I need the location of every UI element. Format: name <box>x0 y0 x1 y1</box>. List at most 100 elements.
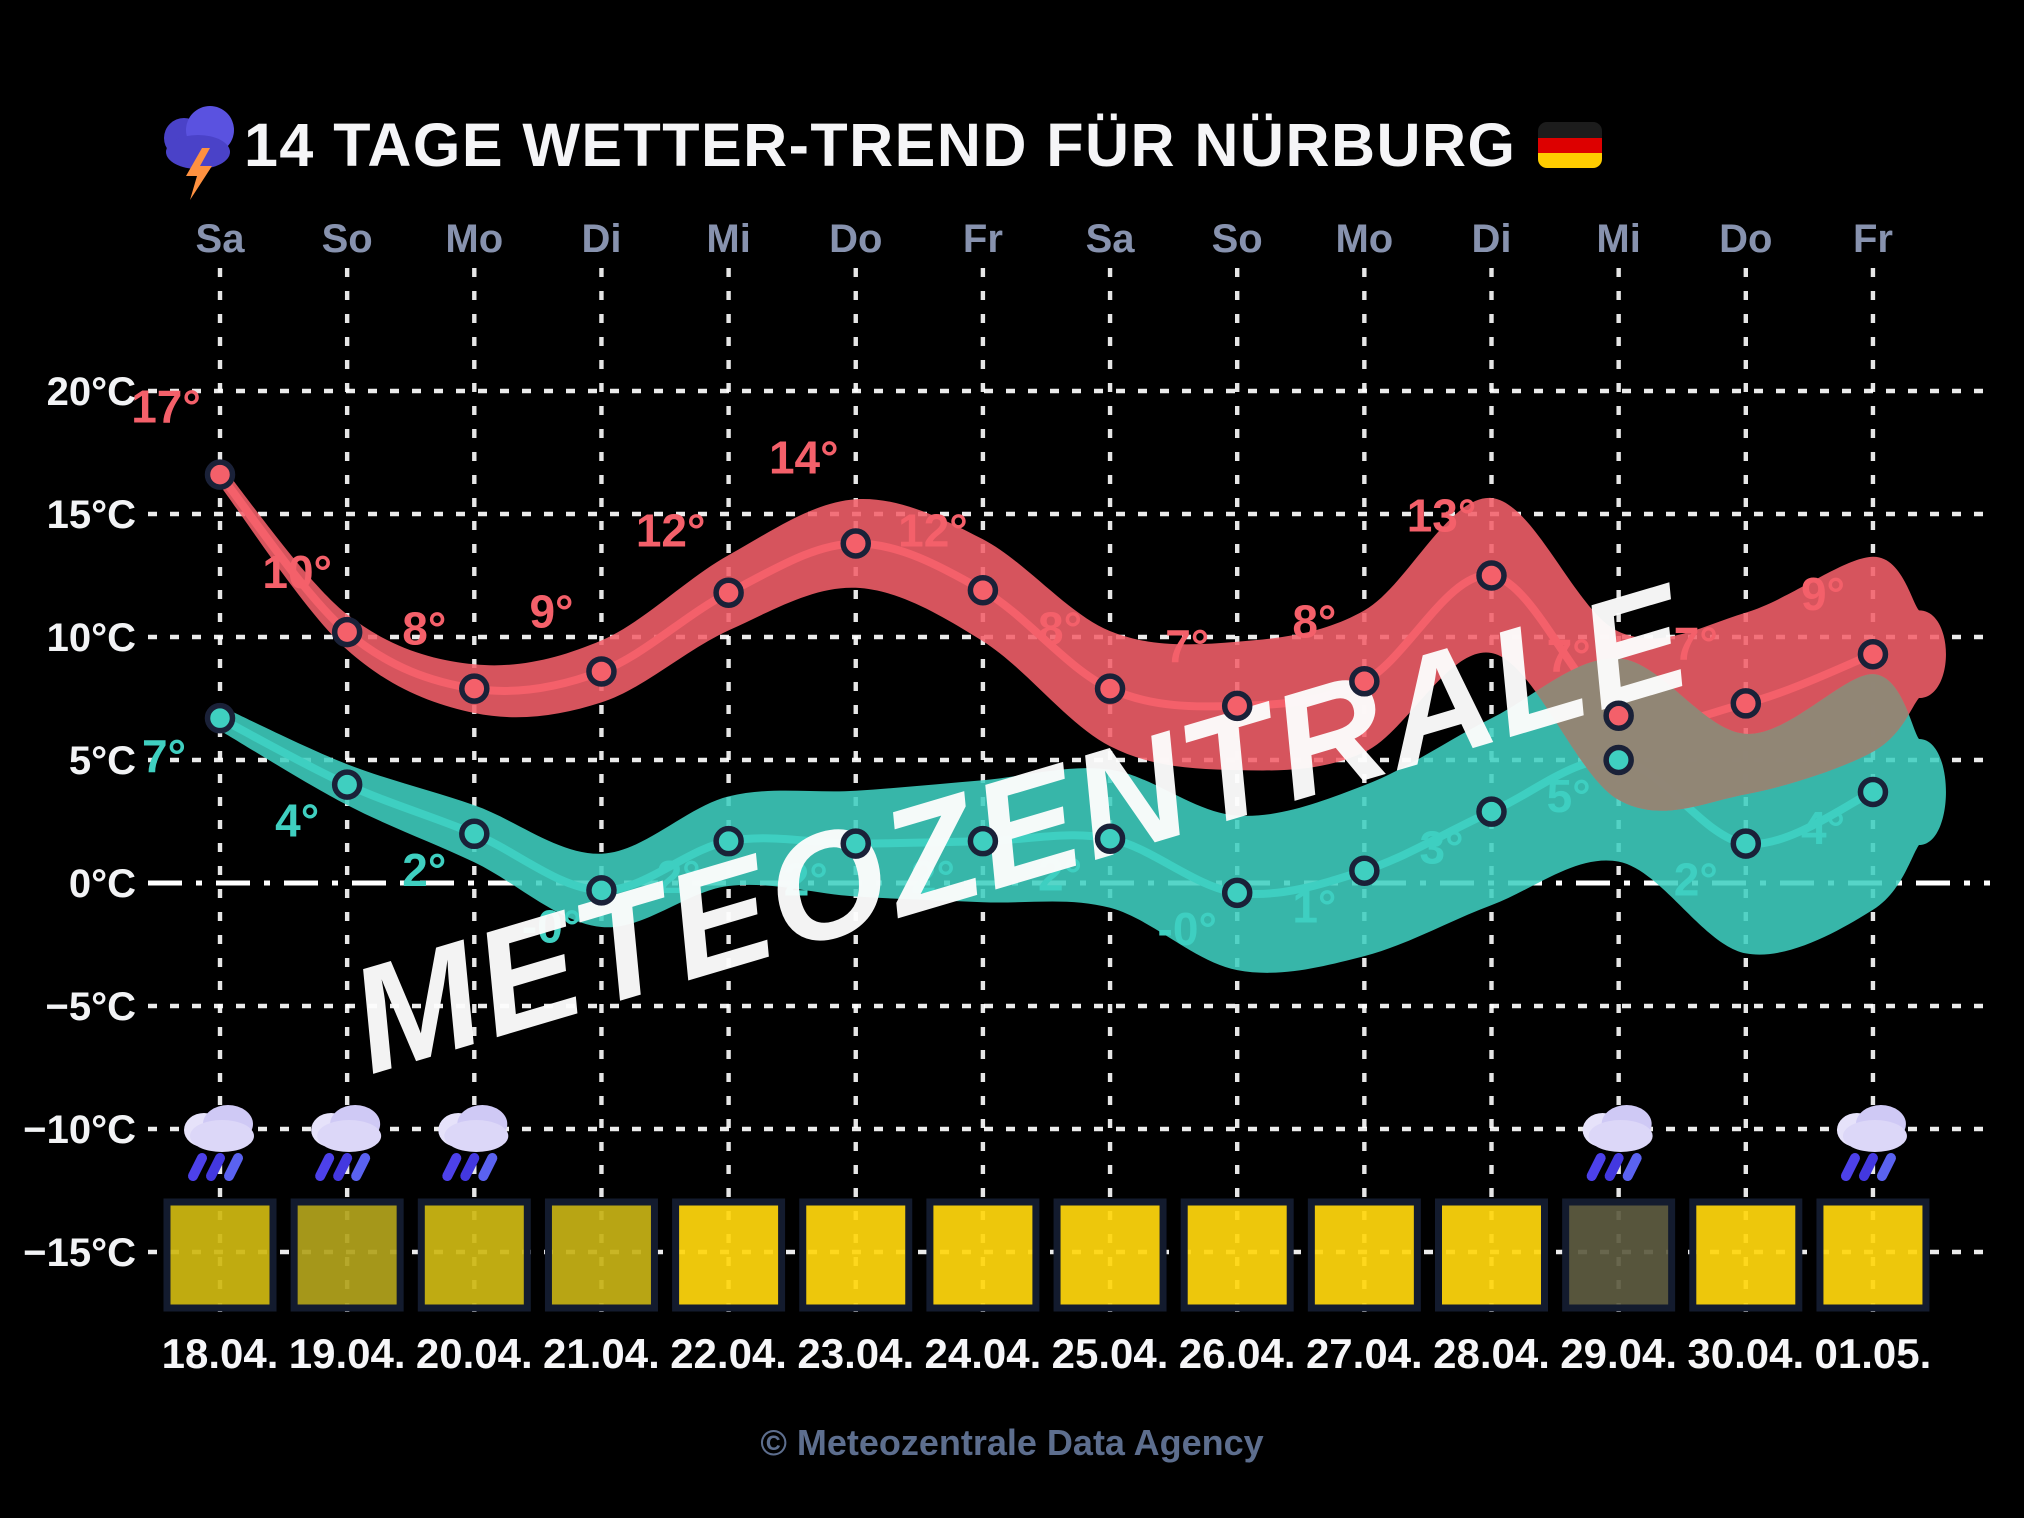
min-temp-point <box>204 702 236 734</box>
min-temp-point <box>1349 855 1380 886</box>
rain-drop <box>188 1153 207 1181</box>
date-label: 27.04. <box>1306 1330 1423 1377</box>
day-name-label: So <box>322 217 373 261</box>
max-temp-point <box>1094 673 1126 704</box>
max-temp-point <box>1730 688 1762 719</box>
max-temp-point <box>586 656 617 687</box>
max-temperature-band <box>220 463 1946 811</box>
date-label: 24.04. <box>925 1330 1042 1377</box>
min-temp-point <box>586 875 617 906</box>
date-label: 18.04. <box>162 1330 279 1377</box>
rain-drop <box>1586 1153 1606 1181</box>
min-temp-point <box>1603 744 1634 776</box>
rain-drop <box>333 1153 353 1181</box>
sunshine-box <box>544 1198 658 1312</box>
min-temp-point <box>967 825 999 857</box>
min-temp-point <box>1857 776 1889 808</box>
rain-drop <box>315 1153 335 1181</box>
day-name-label: Sa <box>1086 217 1136 261</box>
y-axis-label: 0°C <box>69 862 136 906</box>
rain-cloud-icon <box>311 1105 382 1181</box>
min-temp-point <box>1730 828 1762 859</box>
point-label: 8° <box>402 603 446 655</box>
max-temp-point <box>1476 560 1507 591</box>
rain-cloud-icon <box>1582 1105 1653 1181</box>
min-temp-point <box>1221 877 1253 909</box>
rain-drop <box>1840 1153 1860 1181</box>
min-temp-point <box>840 828 871 859</box>
y-axis-label: 5°C <box>69 739 136 783</box>
uncertainty-bands <box>220 463 1946 973</box>
sunshine-box <box>1816 1198 1930 1312</box>
min-temp-point <box>713 825 744 857</box>
date-label: 21.04. <box>543 1330 660 1377</box>
y-axis-label: 10°C <box>47 616 136 660</box>
point-label: 9° <box>529 585 573 637</box>
rain-drop <box>351 1153 371 1181</box>
day-name-label: Fr <box>963 217 1003 261</box>
min-temp-point <box>459 818 490 850</box>
day-name-label: Mi <box>1596 217 1640 261</box>
sunshine-box <box>290 1198 404 1312</box>
point-label: 12° <box>636 505 706 557</box>
max-temp-point <box>1349 666 1380 697</box>
rain-drop <box>1876 1153 1896 1181</box>
date-label: 20.04. <box>416 1330 533 1377</box>
day-name-label: Mo <box>445 217 503 261</box>
footer-credit: © Meteozentrale Data Agency <box>760 1422 1263 1463</box>
min-temp-point <box>1094 823 1126 854</box>
date-label: 23.04. <box>797 1330 914 1377</box>
rain-drop <box>224 1153 243 1181</box>
rain-drop <box>1604 1153 1624 1181</box>
sunshine-box <box>1435 1198 1548 1312</box>
max-temp-point <box>713 577 744 608</box>
max-temp-point <box>967 575 999 606</box>
max-temp-point <box>204 459 236 490</box>
max-temp-point <box>1221 690 1253 722</box>
thundercloud-icon <box>164 106 234 200</box>
rain-drop <box>442 1153 462 1181</box>
day-name-label: Fr <box>1853 217 1893 261</box>
weather-icons <box>184 1105 1907 1181</box>
max-temp-point <box>840 528 871 559</box>
german-flag-icon <box>1538 122 1602 168</box>
date-label: 19.04. <box>289 1330 406 1377</box>
sunshine-box <box>163 1198 277 1312</box>
rain-drop <box>1858 1153 1878 1181</box>
day-name-label: Di <box>581 217 621 261</box>
max-temp-point <box>331 616 363 648</box>
rain-drop <box>460 1153 480 1181</box>
point-label: 2° <box>402 844 446 896</box>
date-label: 25.04. <box>1052 1330 1169 1377</box>
day-name-label: Do <box>1719 217 1772 261</box>
rain-cloud-icon <box>438 1105 509 1181</box>
y-axis-label: 15°C <box>47 493 136 537</box>
sunshine-box <box>417 1198 531 1312</box>
max-temp-point <box>1603 700 1634 731</box>
day-name-label: Mi <box>706 217 750 261</box>
rain-drop <box>478 1153 498 1181</box>
y-axis-label: −5°C <box>46 985 137 1029</box>
sunshine-box <box>1562 1198 1676 1312</box>
y-axis-label: −10°C <box>23 1108 136 1152</box>
date-label: 26.04. <box>1179 1330 1296 1377</box>
sunshine-box <box>1053 1198 1167 1312</box>
data-points <box>204 459 1889 909</box>
point-label: 17° <box>131 381 201 433</box>
date-label: 22.04. <box>670 1330 787 1377</box>
day-name-label: Mo <box>1335 217 1393 261</box>
point-label: 4° <box>275 795 319 847</box>
min-temp-point <box>331 769 363 800</box>
date-label: 28.04. <box>1433 1330 1550 1377</box>
sunshine-boxes <box>163 1198 1930 1312</box>
page-title: 14 TAGE WETTER-TREND FÜR NÜRBURG <box>244 111 1516 179</box>
page-header: 14 TAGE WETTER-TREND FÜR NÜRBURG <box>164 106 1602 200</box>
rain-drop <box>206 1153 225 1181</box>
sunshine-box <box>926 1198 1040 1312</box>
min-temp-point <box>1476 796 1507 827</box>
y-axis-label: −15°C <box>23 1231 136 1275</box>
day-name-label: Di <box>1472 217 1512 261</box>
y-axis-label: 20°C <box>47 370 136 414</box>
sunshine-box <box>1180 1198 1294 1312</box>
